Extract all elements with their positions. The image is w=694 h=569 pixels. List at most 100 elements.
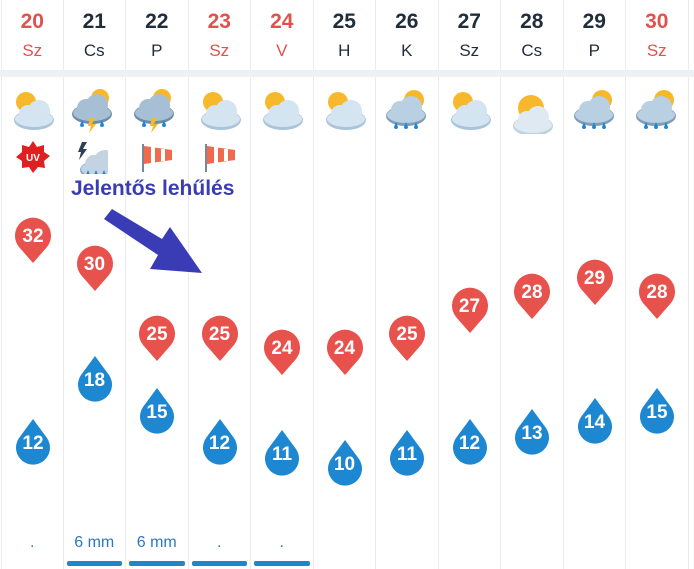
windsock-icon [142, 144, 172, 172]
day-number: 21 [82, 10, 106, 33]
windsock-icon [204, 144, 235, 172]
day-number: 24 [270, 10, 294, 33]
day-number: 26 [395, 10, 419, 33]
min-temp-drop: 11 [387, 429, 427, 477]
max-temp-value: 28 [521, 282, 543, 303]
day-name: Cs [521, 41, 543, 60]
day-number: 28 [520, 10, 544, 33]
rain-sun-icon [573, 90, 614, 129]
thunderstorm-icon [71, 89, 112, 133]
min-temp-value: 12 [208, 433, 231, 454]
day-name: Sz [459, 41, 480, 60]
day-header: 28 Cs [501, 0, 563, 68]
precip-amount: . [279, 534, 284, 551]
day-header: 30 Sz [626, 0, 688, 68]
rain-sun-icon [636, 90, 676, 129]
day-column[interactable]: 23 Sz 25 12 . [189, 0, 251, 569]
thunderstorm-icon [134, 89, 174, 133]
max-temp-value: 25 [208, 324, 231, 345]
max-temp-pin: 28 [637, 272, 677, 320]
day-column[interactable]: 24 V 24 11 . [251, 0, 314, 569]
annotation-text: Jelentős lehűlés [71, 177, 235, 200]
max-temp-value: 32 [22, 226, 44, 247]
day-number: 20 [20, 10, 44, 33]
day-number: 25 [332, 10, 356, 33]
day-column[interactable]: 28 Cs 28 13 [501, 0, 564, 569]
day-header: 26 K [376, 0, 438, 68]
max-temp-value: 27 [458, 296, 481, 317]
uv-badge-icon: UV [16, 141, 50, 173]
partly-cloudy-icon [263, 92, 303, 130]
min-temp-value: 18 [83, 370, 106, 391]
min-temp-drop: 12 [450, 418, 490, 466]
min-temp-drop: 18 [75, 355, 115, 403]
day-name: Sz [209, 41, 230, 60]
day-column[interactable]: 26 K 25 11 [376, 0, 439, 569]
max-temp-pin: 25 [137, 314, 177, 362]
day-column[interactable]: 27 Sz 27 12 [439, 0, 501, 569]
min-temp-value: 11 [396, 443, 418, 465]
day-header: 23 Sz [189, 0, 251, 68]
partly-cloudy-icon [14, 92, 54, 130]
max-temp-pin: 27 [450, 286, 490, 334]
day-name: Cs [83, 41, 105, 60]
day-header: 22 P [126, 0, 188, 68]
min-temp-drop: 12 [13, 418, 53, 466]
day-number: 22 [145, 10, 169, 33]
precip-bar [191, 561, 247, 566]
partly-cloudy-icon [450, 92, 491, 130]
day-number: 30 [645, 10, 669, 33]
day-number: 29 [582, 10, 606, 33]
max-temp-pin: 25 [200, 314, 240, 362]
max-temp-pin: 29 [575, 258, 615, 306]
day-column[interactable]: 22 P 25 15 6 mm [126, 0, 189, 569]
day-header: 29 P [564, 0, 626, 68]
storm-rain-icon [77, 142, 108, 174]
precip-amount: 6 mm [136, 534, 177, 551]
partly-cloudy-icon [200, 92, 241, 130]
max-temp-pin: 24 [325, 328, 365, 376]
precip-amount: . [30, 534, 35, 551]
min-temp-drop: 14 [575, 397, 615, 445]
min-temp-value: 11 [271, 443, 293, 465]
min-temp-value: 15 [646, 401, 668, 423]
day-number: 27 [457, 10, 481, 33]
day-column[interactable]: 20 Sz UV 32 12 . [1, 0, 64, 569]
max-temp-value: 25 [396, 324, 418, 345]
header-divider [0, 70, 694, 77]
min-temp-value: 10 [333, 454, 356, 475]
max-temp-pin: 30 [75, 244, 115, 292]
day-name: H [338, 41, 351, 60]
precip-amount: . [217, 534, 222, 551]
min-temp-value: 15 [146, 401, 168, 423]
min-temp-value: 14 [583, 412, 606, 433]
max-temp-value: 24 [271, 338, 293, 359]
precip-bar [66, 561, 122, 566]
sun-cloud-icon [513, 95, 553, 134]
min-temp-drop: 15 [637, 387, 677, 435]
min-temp-drop: 11 [262, 429, 302, 477]
day-header: 20 Sz [2, 0, 63, 68]
max-temp-pin: 32 [13, 216, 53, 264]
day-column[interactable]: 30 Sz 28 15 [626, 0, 689, 569]
annotation-arrow-icon [104, 209, 202, 273]
precip-bar [254, 561, 310, 566]
day-name: P [588, 41, 600, 60]
min-temp-drop: 15 [137, 387, 177, 435]
day-column[interactable]: 21 Cs 30 18 6 mm [64, 0, 126, 569]
max-temp-value: 29 [583, 268, 606, 289]
day-number: 23 [207, 10, 231, 33]
day-column[interactable]: 25 H 24 10 [314, 0, 376, 569]
max-temp-pin: 28 [512, 272, 552, 320]
max-temp-value: 30 [83, 254, 106, 275]
max-temp-pin: 24 [262, 328, 302, 376]
day-name: V [276, 41, 288, 60]
svg-text:UV: UV [26, 153, 40, 164]
day-header: 25 H [314, 0, 376, 68]
min-temp-drop: 13 [512, 408, 552, 456]
day-column[interactable]: 29 P 29 14 [564, 0, 626, 569]
min-temp-value: 12 [22, 433, 44, 454]
rain-sun-icon [386, 90, 426, 129]
partly-cloudy-icon [325, 92, 366, 130]
